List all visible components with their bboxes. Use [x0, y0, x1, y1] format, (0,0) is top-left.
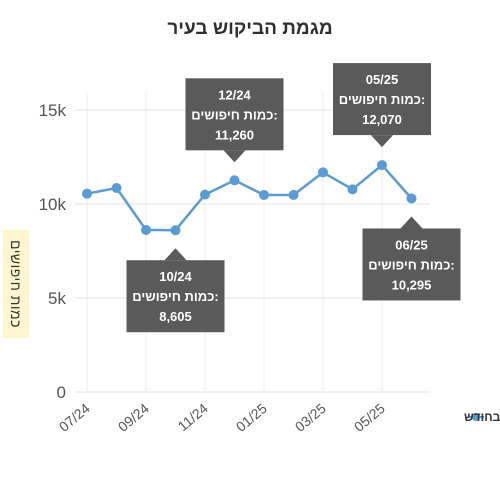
data-point: [200, 189, 210, 200]
data-point: [347, 184, 358, 195]
data-point: [170, 225, 181, 236]
x-tick-label: 09/24: [115, 400, 152, 435]
tooltip-pointer: [164, 248, 187, 261]
tooltip-text: כמות חיפושים:: [191, 107, 278, 122]
data-point: [377, 160, 387, 171]
tooltip-text: כמות חיפושים:: [132, 289, 219, 304]
tooltip-box: [333, 63, 431, 136]
tooltip-text: 8,605: [159, 309, 192, 324]
tooltip-box: [362, 228, 461, 301]
tooltip-text: 10/24: [159, 269, 192, 284]
x-tick-label: 11/24: [175, 400, 211, 434]
y-axis-label: כמות חיפושים: [3, 230, 29, 338]
tooltip-box: [185, 78, 284, 151]
data-point: [111, 183, 122, 194]
tooltip-text: 11,260: [215, 127, 254, 142]
series-line: [86, 163, 413, 232]
x-tick-label: 05/25: [351, 400, 388, 435]
tooltip-pointer: [400, 216, 423, 229]
y-tick-label: 5k: [48, 289, 66, 308]
y-tick-label: 0: [57, 383, 66, 402]
legend-label: חיפושים בחודש: [464, 410, 500, 424]
tooltip-text: 12/24: [218, 87, 251, 102]
chart-title: מגמת הביקוש בעיר: [167, 18, 333, 39]
tooltip-pointer: [223, 150, 246, 163]
tooltip-text: 10,295: [392, 277, 432, 292]
tooltip-text: 12,070: [362, 112, 402, 127]
y-tick-label: 10k: [39, 195, 67, 214]
tooltip-text: 05/25: [366, 72, 399, 87]
tooltip-text: 06/25: [395, 237, 428, 252]
data-point: [141, 224, 151, 235]
tooltip-text: כמות חיפושים:: [368, 257, 455, 272]
x-tick-label: 07/24: [56, 400, 93, 435]
y-tick-label: 15k: [39, 101, 67, 120]
data-point: [318, 167, 328, 178]
tooltip-text: כמות חיפושים:: [339, 92, 426, 107]
data-point: [406, 193, 417, 204]
x-tick-label: 03/25: [292, 400, 329, 435]
data-point: [229, 175, 240, 186]
data-point: [259, 189, 269, 200]
x-tick-label: 01/25: [233, 400, 270, 435]
tooltip-box: [126, 260, 225, 333]
tooltip-pointer: [371, 135, 393, 148]
data-point: [288, 189, 299, 200]
data-point: [82, 188, 92, 199]
legend-marker-icon: [472, 413, 480, 421]
